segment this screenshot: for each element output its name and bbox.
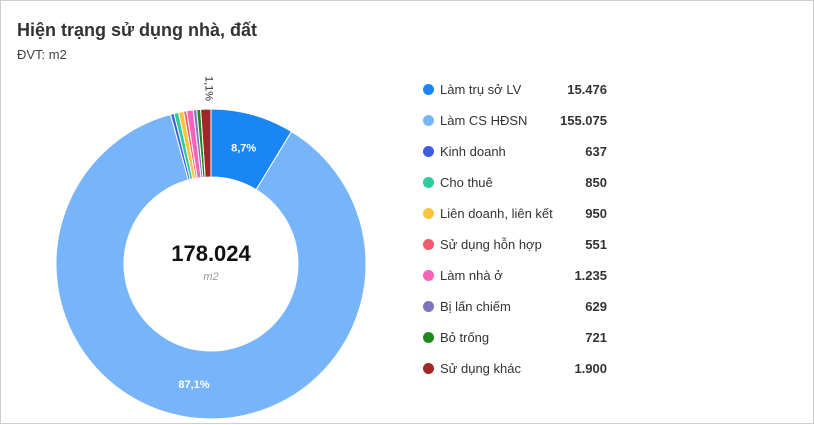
legend-item-5[interactable]: Liên doanh, liên kết 950: [423, 203, 613, 234]
legend-item-6[interactable]: Sử dụng hỗn hợp 551: [423, 234, 613, 265]
legend-item-2[interactable]: Làm CS HĐSN 155.075: [423, 110, 613, 141]
legend-value: 551: [585, 237, 607, 252]
legend-value: 637: [585, 144, 607, 159]
chart-legend: Làm trụ sở LV 15.476 Làm CS HĐSN 155.075 Kin…: [423, 79, 613, 389]
legend-label: Làm CS HĐSN: [440, 113, 528, 128]
legend-marker-dot: [423, 270, 434, 281]
legend-item-7[interactable]: Làm nhà ở 1.235: [423, 265, 613, 296]
legend-value: 1.900: [574, 361, 607, 376]
legend-label: Bỏ trống: [440, 330, 490, 345]
legend-marker-dot: [423, 84, 434, 95]
legend-label: Kinh doanh: [440, 144, 506, 159]
slice-percent-label-1: 8,7%: [231, 142, 256, 154]
legend-value: 629: [585, 299, 607, 314]
donut-center-unit: m2: [203, 271, 219, 283]
legend-value: 1.235: [574, 268, 607, 283]
chart-unit-subtitle: ĐVT: m2: [17, 47, 67, 62]
legend-item-10[interactable]: Sử dụng khác 1.900: [423, 358, 613, 389]
legend-item-1[interactable]: Làm trụ sở LV 15.476: [423, 79, 613, 110]
legend-label: Sử dụng hỗn hợp: [440, 237, 542, 252]
legend-item-8[interactable]: Bị lấn chiếm 629: [423, 296, 613, 327]
legend-value: 950: [585, 206, 607, 221]
legend-marker-dot: [423, 239, 434, 250]
legend-label: Liên doanh, liên kết: [440, 206, 553, 221]
legend-value: 15.476: [567, 82, 607, 97]
legend-value: 721: [585, 330, 607, 345]
legend-item-9[interactable]: Bỏ trống 721: [423, 327, 613, 358]
donut-slice-2[interactable]: [55, 113, 367, 420]
donut-center-total: 178.024: [171, 241, 251, 266]
legend-label: Sử dụng khác: [440, 361, 521, 376]
legend-label: Làm trụ sở LV: [440, 82, 522, 97]
legend-label: Làm nhà ở: [440, 268, 503, 283]
legend-marker-dot: [423, 177, 434, 188]
legend-marker-dot: [423, 115, 434, 126]
legend-marker-dot: [423, 146, 434, 157]
legend-marker-dot: [423, 208, 434, 219]
slice-percent-label-10: 1,1%: [203, 76, 215, 101]
legend-label: Bị lấn chiếm: [440, 299, 511, 314]
legend-label: Cho thuê: [440, 175, 493, 190]
legend-marker-dot: [423, 301, 434, 312]
legend-item-4[interactable]: Cho thuê 850: [423, 172, 613, 203]
legend-marker-dot: [423, 363, 434, 374]
donut-slice-10[interactable]: [200, 108, 212, 178]
legend-marker-dot: [423, 332, 434, 343]
legend-value: 155.075: [560, 113, 607, 128]
chart-title: Hiện trạng sử dụng nhà, đất: [17, 20, 258, 40]
slice-percent-label-2: 87,1%: [178, 379, 209, 391]
donut-chart: 8,7% 87,1% 1,1%: [55, 76, 367, 420]
legend-item-3[interactable]: Kinh doanh 637: [423, 141, 613, 172]
legend-value: 850: [585, 175, 607, 190]
